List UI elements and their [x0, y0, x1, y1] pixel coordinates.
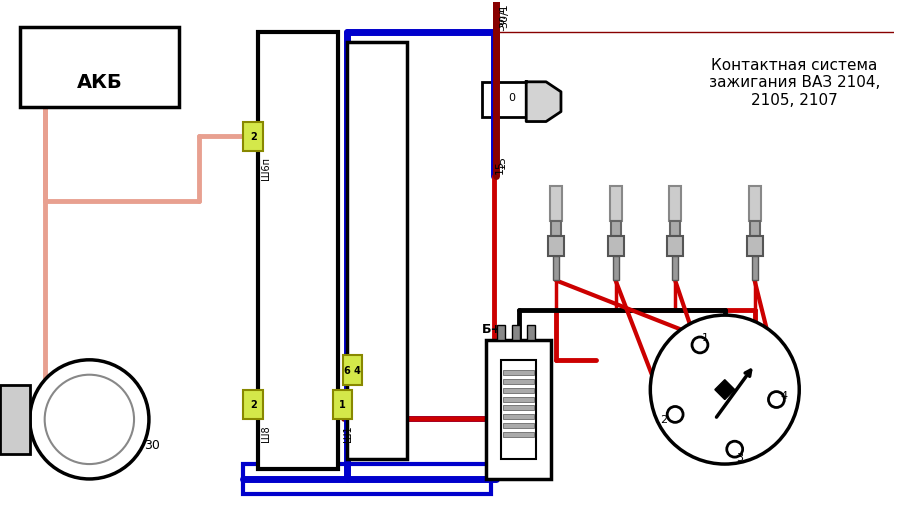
Bar	[610, 221, 620, 236]
Text: -: -	[151, 76, 157, 90]
Bar	[258, 33, 338, 469]
Circle shape	[75, 39, 93, 57]
Bar	[347, 43, 407, 459]
Bar	[750, 221, 760, 236]
Polygon shape	[526, 82, 561, 122]
Text: АКБ: АКБ	[76, 73, 122, 92]
Text: 2: 2	[250, 400, 256, 410]
Bar	[498, 325, 506, 341]
Text: 15: 15	[494, 160, 504, 174]
Bar	[503, 433, 535, 437]
Text: 1: 1	[339, 400, 346, 410]
Bar	[672, 256, 678, 281]
Bar	[503, 415, 535, 419]
Circle shape	[37, 75, 52, 91]
Bar	[0, 385, 30, 454]
Bar	[752, 256, 758, 281]
Circle shape	[120, 39, 138, 57]
Bar	[20, 28, 179, 107]
Text: Б+: Б+	[482, 322, 501, 335]
Circle shape	[727, 441, 742, 457]
Circle shape	[45, 375, 134, 464]
Text: 15: 15	[497, 155, 507, 169]
Bar	[553, 256, 559, 281]
Bar	[747, 236, 762, 256]
Bar	[749, 187, 760, 221]
Bar	[243, 122, 263, 152]
Circle shape	[692, 337, 708, 353]
Text: 30/1: 30/1	[497, 6, 507, 31]
Bar	[527, 325, 536, 341]
Bar	[667, 236, 683, 256]
Text: Ш8: Ш8	[261, 425, 271, 441]
Bar	[487, 341, 551, 479]
Text: 0: 0	[508, 93, 515, 102]
Bar	[503, 370, 535, 375]
Bar	[243, 464, 491, 494]
Circle shape	[651, 316, 799, 464]
Bar	[503, 423, 535, 429]
Bar	[243, 390, 263, 419]
Text: 30/1: 30/1	[500, 3, 509, 27]
Text: 2: 2	[660, 414, 667, 425]
Polygon shape	[715, 380, 734, 400]
Text: 6 4: 6 4	[344, 365, 361, 375]
Bar	[343, 355, 363, 385]
Text: 1: 1	[701, 332, 708, 343]
Text: 4: 4	[781, 390, 788, 400]
Circle shape	[667, 407, 683, 422]
Circle shape	[97, 39, 115, 57]
Circle shape	[30, 360, 148, 479]
Bar	[501, 360, 536, 459]
Text: 2: 2	[250, 132, 256, 142]
Circle shape	[146, 75, 162, 91]
Bar	[503, 388, 535, 393]
Bar	[609, 187, 622, 221]
Bar	[551, 221, 561, 236]
Bar	[550, 187, 562, 221]
Circle shape	[51, 39, 69, 57]
Text: +: +	[40, 78, 50, 88]
Bar	[512, 325, 520, 341]
Text: 3: 3	[736, 452, 743, 462]
Bar	[670, 187, 681, 221]
Circle shape	[29, 39, 47, 57]
Bar	[503, 379, 535, 384]
Bar	[503, 397, 535, 402]
Bar	[333, 390, 353, 419]
Text: Ш1: Ш1	[343, 425, 353, 441]
Text: 30: 30	[144, 438, 160, 451]
Bar	[608, 236, 624, 256]
Bar	[670, 221, 680, 236]
Circle shape	[769, 392, 784, 408]
Bar	[503, 406, 535, 411]
Text: Контактная система
зажигания ВАЗ 2104,
2105, 2107: Контактная система зажигания ВАЗ 2104, 2…	[708, 58, 880, 107]
Bar	[548, 236, 564, 256]
Circle shape	[143, 39, 161, 57]
Text: Ш6п: Ш6п	[261, 157, 271, 180]
Bar	[613, 256, 618, 281]
Bar	[482, 82, 541, 118]
